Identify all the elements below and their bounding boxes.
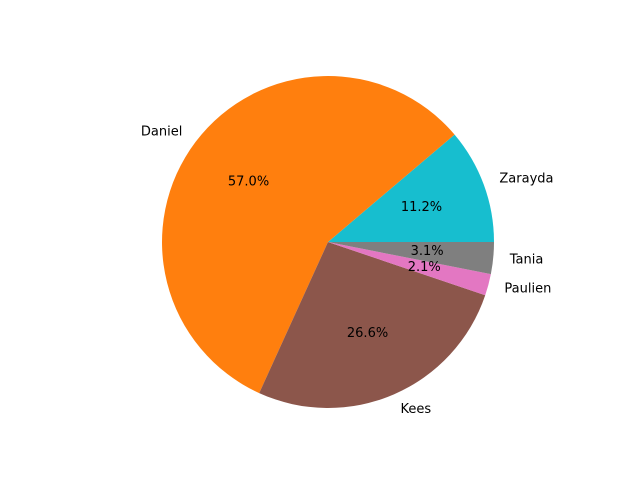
slice-percent-tania: 3.1% (411, 244, 444, 259)
pie-slice-daniel (162, 76, 455, 394)
slice-percent-paulien: 2.1% (408, 260, 441, 275)
slice-percent-kees: 26.6% (347, 326, 388, 341)
pie-slice-kees (259, 242, 486, 409)
pie-slice-paulien (328, 242, 491, 296)
pie-slice-zarayda (328, 134, 494, 242)
slice-label-daniel: Daniel (141, 124, 182, 139)
slice-label-paulien: Paulien (504, 282, 551, 297)
slice-label-zarayda: Zarayda (499, 172, 553, 187)
pie-labels: Zarayda 11.2% Daniel 57.0% Kees 26.6% Paulien 2… (141, 124, 554, 417)
slice-percent-zarayda: 11.2% (401, 200, 442, 215)
pie-slice-tania (328, 242, 494, 275)
slice-label-kees: Kees (401, 402, 432, 417)
slice-label-tania: Tania (509, 252, 544, 267)
slice-percent-daniel: 57.0% (228, 174, 269, 189)
pie-slices (162, 76, 494, 409)
